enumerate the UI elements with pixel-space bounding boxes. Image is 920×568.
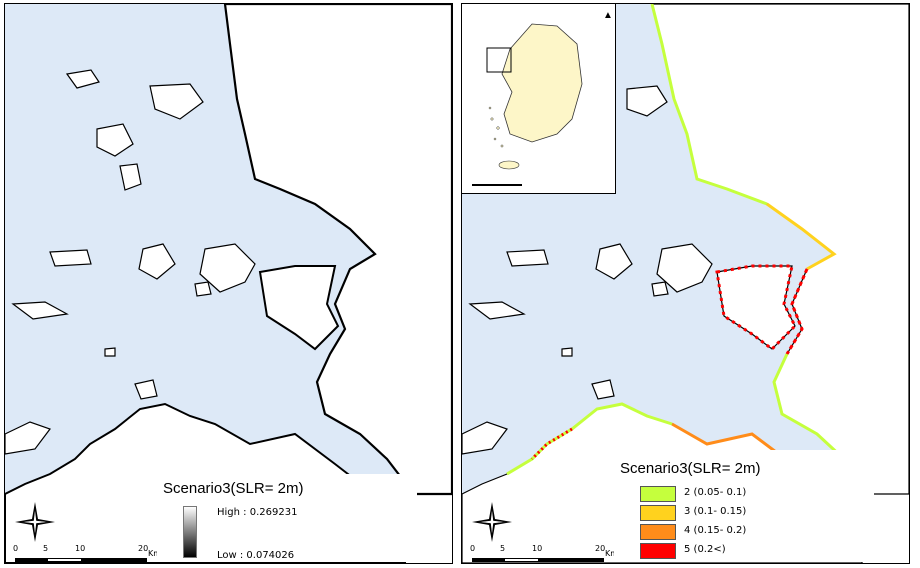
legend-class-label: 3 (0.1- 0.15) <box>684 506 747 517</box>
legend-box: Scenario3(SLR= 2m) 2 (0.05- 0.1) 3 (0.1- … <box>614 450 874 562</box>
scale-unit: Km <box>148 549 162 558</box>
scale-unit: Km <box>605 549 619 558</box>
right-map-panel: ▲ 0 5 10 20 Km Scenario3(SLR= 2m) 2 (0.0… <box>461 3 910 564</box>
legend-swatch <box>640 486 676 502</box>
scale-label-10: 10 <box>532 544 543 553</box>
legend-high-label: High : 0.269231 <box>217 507 298 518</box>
scale-bar <box>472 558 604 562</box>
legend-title: Scenario3(SLR= 2m) <box>620 460 761 477</box>
scale-label-0: 0 <box>470 544 476 553</box>
legend-class-label: 4 (0.15- 0.2) <box>684 525 747 536</box>
legend-gradient <box>183 506 197 558</box>
legend-swatch <box>640 543 676 559</box>
legend-low-label: Low : 0.074026 <box>217 550 295 561</box>
north-arrow-icon: ▲ <box>603 10 613 21</box>
legend-class-label: 5 (0.2<) <box>684 544 726 555</box>
compass-rose-icon <box>472 502 512 542</box>
scale-label-10: 10 <box>75 544 86 553</box>
legend-swatch <box>640 524 676 540</box>
legend-swatch <box>640 505 676 521</box>
left-map <box>5 4 452 563</box>
scale-label-20: 20 <box>595 544 606 553</box>
scale-label-20: 20 <box>138 544 149 553</box>
legend-title: Scenario3(SLR= 2m) <box>163 480 304 497</box>
inset-locator-map: ▲ <box>462 4 616 194</box>
scale-label-5: 5 <box>43 544 49 553</box>
legend-class-label: 2 (0.05- 0.1) <box>684 487 747 498</box>
left-map-panel: 0 5 10 20 Km Scenario3(SLR= 2m) High : 0… <box>4 3 453 564</box>
scale-bar <box>15 558 147 562</box>
legend-box: Scenario3(SLR= 2m) High : 0.269231 Low :… <box>157 474 417 562</box>
scale-label-0: 0 <box>13 544 19 553</box>
compass-rose-icon <box>15 502 55 542</box>
scale-label-5: 5 <box>500 544 506 553</box>
